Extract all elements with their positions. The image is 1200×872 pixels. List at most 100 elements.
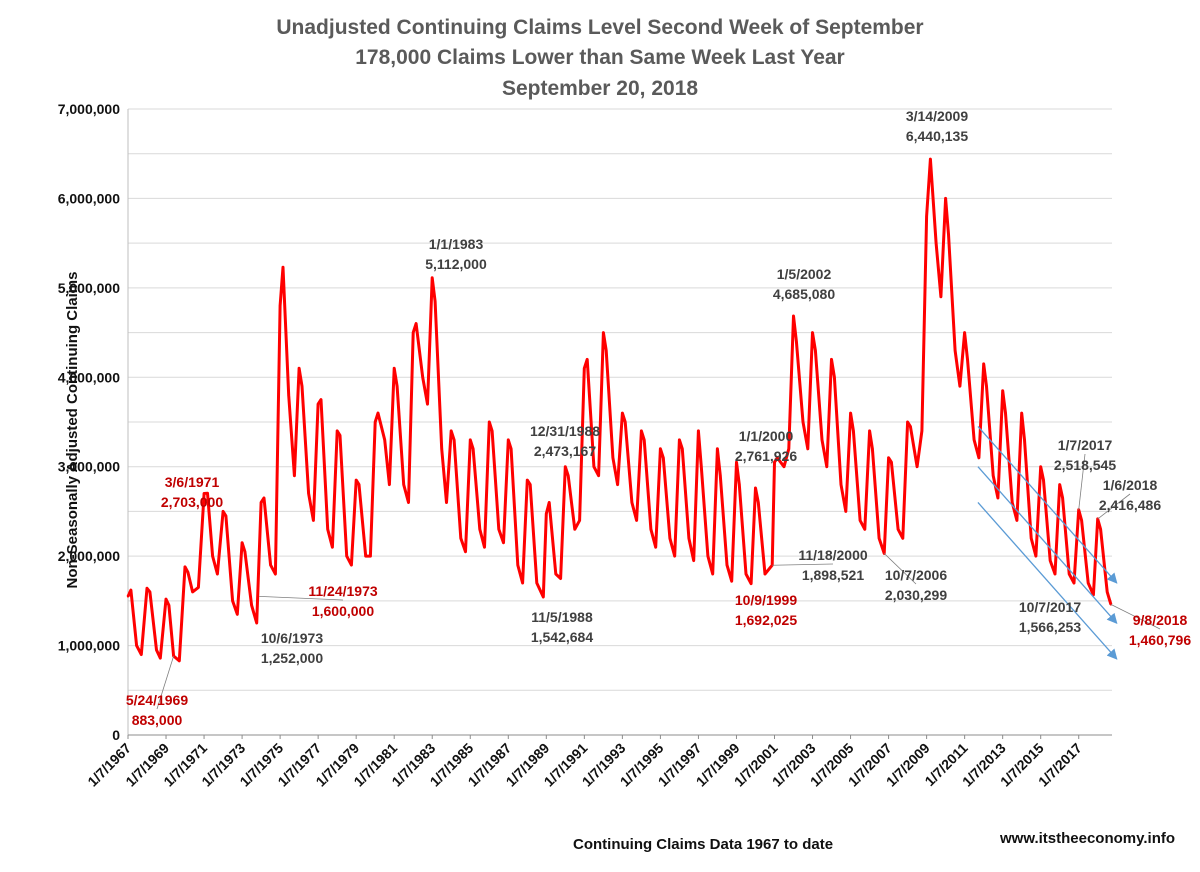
data-point (373, 420, 377, 424)
data-point (1049, 559, 1052, 562)
annotation-leader (259, 595, 344, 601)
data-point (440, 447, 443, 451)
data-point (996, 496, 1000, 500)
annotation-date: 9/8/2018 (1133, 612, 1188, 628)
data-point (662, 456, 665, 459)
annotation-value: 2,518,545 (1054, 457, 1116, 473)
data-point (592, 465, 596, 468)
data-point (497, 528, 500, 531)
annotation-value: 2,703,000 (161, 494, 223, 510)
data-point (643, 438, 646, 442)
data-point (1010, 501, 1014, 504)
data-point (407, 501, 410, 504)
data-point (820, 438, 824, 442)
annotation-leader (1078, 453, 1086, 510)
data-point (586, 358, 589, 361)
data-point (852, 429, 855, 433)
data-point (566, 474, 570, 477)
data-point (471, 447, 475, 451)
data-point (376, 411, 380, 415)
data-point (502, 541, 505, 544)
data-point (326, 528, 329, 531)
data-point (744, 572, 748, 576)
data-point (833, 376, 836, 379)
data-point (211, 554, 214, 558)
annotation-date: 10/7/2017 (1019, 599, 1081, 615)
data-point (877, 537, 881, 540)
data-point (806, 447, 809, 451)
data-point (1068, 572, 1071, 576)
data-point (673, 554, 676, 558)
data-point (659, 447, 662, 451)
y-tick-label: 2,000,000 (58, 548, 120, 564)
data-point (825, 465, 828, 468)
chart-title-line-2: 178,000 Claims Lower than Same Week Last… (355, 46, 845, 69)
data-point (545, 512, 548, 516)
data-point (773, 461, 776, 464)
data-point (966, 358, 969, 361)
y-tick-label: 6,000,000 (58, 190, 120, 206)
data-point (920, 429, 924, 433)
data-point (681, 447, 684, 451)
annotation-value: 1,898,521 (802, 567, 864, 583)
data-point (269, 563, 272, 567)
data-point (719, 474, 722, 477)
data-point (262, 496, 266, 500)
data-point (616, 483, 619, 486)
data-point (1039, 465, 1042, 468)
data-point (297, 367, 301, 370)
data-point (338, 434, 342, 437)
x-tick-labels: 1/7/19671/7/19691/7/19711/7/19731/7/1975… (84, 735, 1085, 790)
data-point (985, 385, 988, 388)
data-point (839, 483, 843, 486)
data-point (159, 656, 162, 660)
data-point (350, 563, 353, 567)
data-point (450, 429, 453, 433)
series-line (126, 157, 1113, 663)
data-point (426, 402, 429, 406)
data-point (364, 554, 367, 558)
data-point (738, 483, 741, 486)
y-tick-label: 4,000,000 (58, 369, 120, 385)
annotation-value: 6,440,135 (906, 128, 968, 144)
y-axis-label: Non-Seasonally Adjusted Continuing Claim… (64, 272, 81, 589)
data-point (307, 492, 310, 495)
data-point (164, 597, 168, 601)
data-point (316, 402, 320, 406)
data-point (483, 546, 486, 549)
data-point (934, 241, 938, 245)
annotation-value: 2,761,926 (735, 448, 797, 464)
data-point (335, 429, 339, 433)
annotation-leader (156, 655, 175, 710)
data-point (542, 595, 545, 599)
data-point (605, 349, 608, 352)
upper-trend (977, 426, 1118, 584)
data-point (259, 501, 263, 504)
data-point (1020, 411, 1023, 415)
data-point (640, 429, 643, 433)
data-point (630, 501, 634, 504)
data-point (668, 537, 672, 540)
data-point (240, 541, 244, 544)
annotation-leader (1110, 604, 1161, 630)
data-point (583, 367, 586, 370)
data-point (1004, 411, 1007, 415)
data-point (749, 582, 753, 585)
data-point (535, 581, 539, 585)
source-credit: www.itstheeconomy.info (1000, 830, 1176, 847)
data-point (243, 550, 247, 553)
data-point (649, 528, 653, 531)
x-axis-label: Continuing Claims Data 1967 to date (573, 836, 834, 853)
data-point (312, 519, 315, 522)
data-point (464, 550, 467, 553)
annotation-value: 883,000 (132, 712, 183, 728)
data-point (129, 588, 133, 592)
data-point (145, 587, 149, 590)
data-point (1058, 483, 1061, 486)
data-point (1099, 528, 1102, 531)
data-point (1087, 581, 1090, 585)
data-point (140, 653, 143, 656)
data-point (692, 559, 695, 562)
data-point (792, 314, 795, 318)
